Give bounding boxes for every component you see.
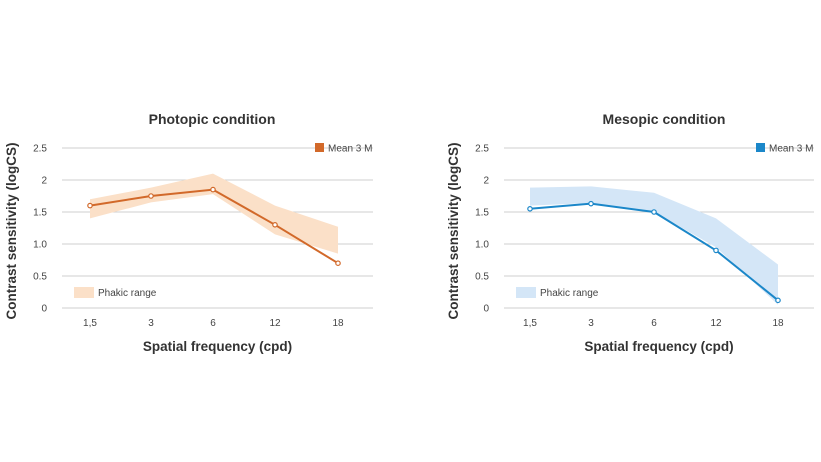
x-tick-label: 3 — [588, 318, 594, 329]
y-tick-label: 2 — [41, 176, 47, 187]
data-point — [148, 193, 154, 199]
data-point — [210, 186, 216, 193]
data-point — [775, 297, 781, 304]
x-tick-label: 12 — [710, 318, 722, 329]
data-point — [588, 200, 594, 207]
data-point — [527, 206, 533, 212]
x-tick-label: 12 — [269, 318, 281, 329]
x-axis-title: Spatial frequency (cpd) — [143, 339, 292, 354]
y-tick-label: 1.5 — [475, 208, 489, 219]
y-tick-label: 0.5 — [475, 272, 489, 283]
data-point — [335, 260, 341, 267]
chart-2: Mesopic condition 0 0.5 1.0 1.5 2 2.5 1,5 3 6 12 18… — [446, 111, 814, 354]
legend-swatch-mean — [315, 143, 324, 152]
chart-title: Mesopic condition — [603, 111, 726, 127]
legend-swatch-band — [74, 287, 94, 298]
chart-1: Photopic condition 0 0.5 1.0 1.5 2 2.5 1,5 3 6 12 1… — [4, 111, 373, 354]
x-tick-label: 3 — [148, 318, 154, 329]
x-tick-label: 6 — [651, 318, 657, 329]
x-tick-label: 18 — [772, 318, 784, 329]
x-tick-label: 1,5 — [83, 318, 97, 329]
x-tick-label: 18 — [332, 318, 344, 329]
data-point — [651, 209, 657, 215]
legend-swatch-mean — [756, 143, 765, 152]
y-tick-label: 1.0 — [475, 240, 489, 251]
data-point — [87, 202, 93, 209]
legend-label-band: Phakic range — [98, 288, 157, 299]
data-point — [713, 247, 719, 254]
y-axis-title: Contrast sensitivity (logCS) — [4, 142, 19, 319]
legend-label-mean: Mean 3 M — [769, 144, 813, 155]
y-tick-label: 2.5 — [33, 144, 47, 155]
y-tick-label: 0 — [483, 304, 489, 315]
y-tick-label: 0 — [41, 304, 47, 315]
legend-label-band: Phakic range — [540, 288, 599, 299]
y-tick-label: 1.0 — [33, 240, 47, 251]
data-point — [272, 222, 278, 228]
y-tick-label: 2 — [483, 176, 489, 187]
y-tick-label: 2.5 — [475, 144, 489, 155]
chart-title: Photopic condition — [149, 111, 276, 127]
x-tick-label: 6 — [210, 318, 216, 329]
y-tick-label: 1.5 — [33, 208, 47, 219]
y-tick-label: 0.5 — [33, 272, 47, 283]
legend-label-mean: Mean 3 M — [328, 144, 372, 155]
x-axis-title: Spatial frequency (cpd) — [584, 339, 733, 354]
y-axis-title: Contrast sensitivity (logCS) — [446, 142, 461, 319]
x-tick-label: 1,5 — [523, 318, 537, 329]
legend-swatch-band — [516, 287, 536, 298]
